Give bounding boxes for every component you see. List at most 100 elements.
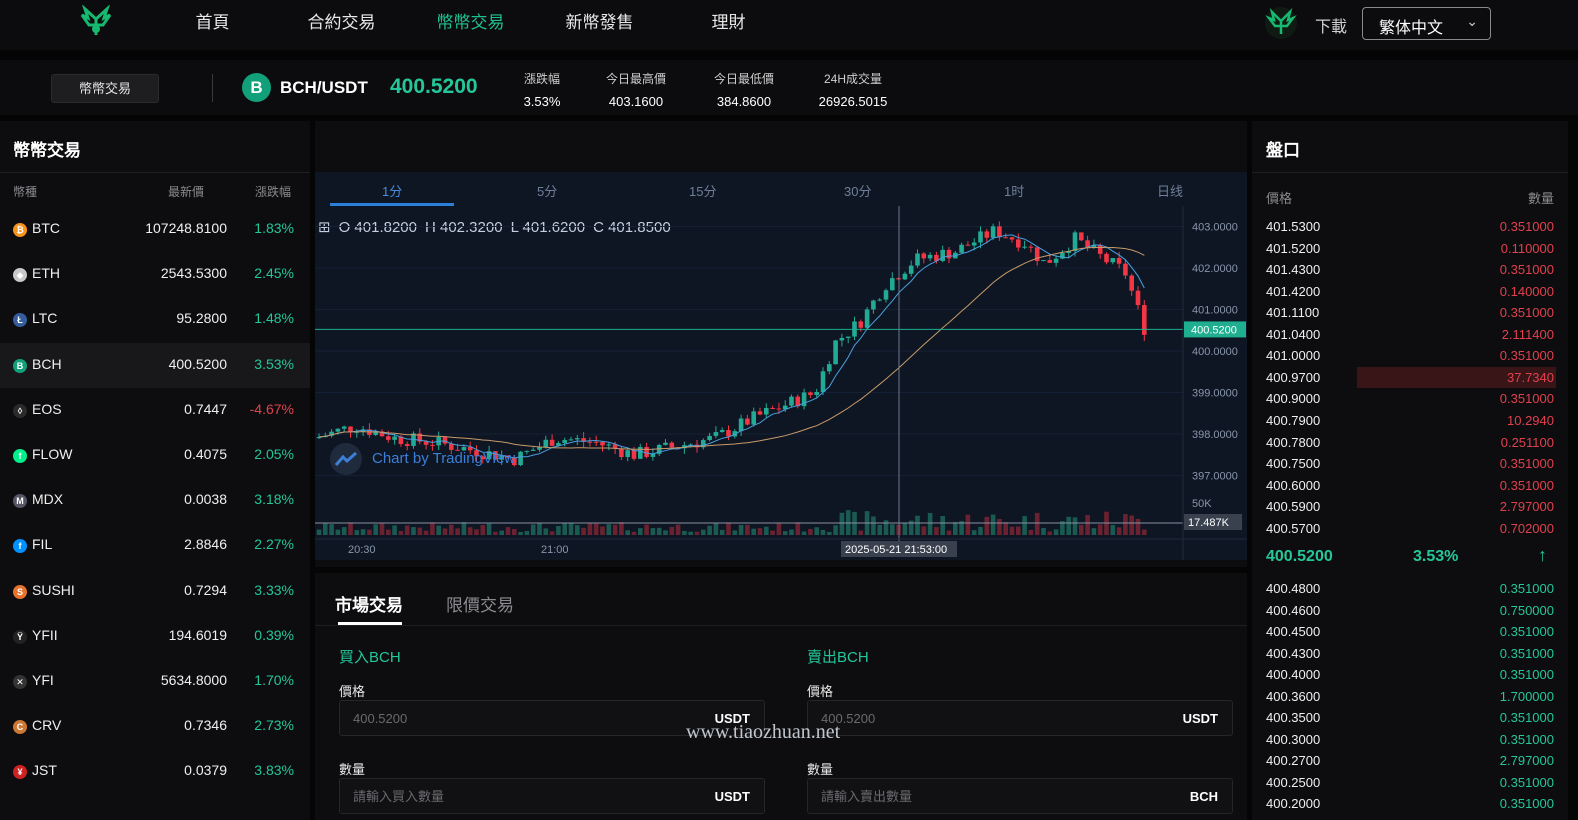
ask-row[interactable]: 400.5900 2.797000 [1252, 496, 1568, 517]
interval-1d[interactable]: 日线 [1157, 184, 1184, 199]
bid-row[interactable]: 400.3600 1.700000 [1252, 686, 1568, 707]
ask-row[interactable]: 400.9000 0.351000 [1252, 388, 1568, 409]
ask-row[interactable]: 401.0000 0.351000 [1252, 345, 1568, 366]
ask-row[interactable]: 401.4300 0.351000 [1252, 259, 1568, 280]
volume-bar [1110, 525, 1116, 535]
download-app-icon[interactable] [1264, 6, 1298, 40]
y-tick-label: 401.0000 [1192, 305, 1238, 317]
interval-15m[interactable]: 15分 [689, 184, 717, 199]
sell-price-input[interactable] [808, 701, 1148, 735]
ask-row[interactable]: 400.7900 10.2940 [1252, 410, 1568, 431]
coin-row-fil[interactable]: f FIL 2.8846 2.27% [0, 523, 310, 568]
candle-body [1135, 290, 1141, 306]
volume-bar [417, 527, 423, 535]
tradingview-watermark[interactable]: Chart by TradingView [372, 450, 516, 467]
interval-30m[interactable]: 30分 [844, 184, 872, 199]
coin-row-eos[interactable]: ◊ EOS 0.7447 -4.67% [0, 388, 310, 433]
bid-row[interactable]: 400.3500 0.351000 [1252, 707, 1568, 728]
coin-row-yfi[interactable]: ✕ YFI 5634.8000 1.70% [0, 659, 310, 704]
buy-qty-field[interactable]: USDT [339, 778, 765, 814]
nav-launchpad[interactable]: 新幣發售 [565, 13, 634, 32]
tab-market-order[interactable]: 市場交易 [335, 596, 403, 615]
bid-row[interactable]: 400.4600 0.750000 [1252, 600, 1568, 621]
coin-row-bch[interactable]: B BCH 400.5200 3.53% [0, 342, 310, 388]
coin-row-eth[interactable]: ◆ ETH 2543.5300 2.45% [0, 252, 310, 297]
volume-bar [436, 525, 441, 535]
coin-row-flow[interactable]: f FLOW 0.4075 2.05% [0, 433, 310, 478]
candle-body [373, 431, 378, 435]
interval-5m[interactable]: 5分 [537, 184, 558, 199]
download-link[interactable]: 下載 [1315, 19, 1348, 36]
nav-finance[interactable]: 理財 [711, 13, 746, 32]
candlestick-chart[interactable]: 403.0000 402.0000 401.0000 400.0000 399.0000… [315, 206, 1247, 560]
candle-body [1066, 251, 1071, 253]
coin-name: JST [32, 762, 57, 779]
buy-price-input[interactable] [340, 701, 680, 735]
candle-body [908, 265, 914, 274]
bid-row[interactable]: 400.2500 0.351000 [1252, 772, 1568, 793]
language-select[interactable]: 繁体中文 ⌄ [1362, 7, 1491, 40]
volume-bar [644, 524, 649, 535]
coin-price: 2543.5300 [160, 265, 227, 282]
sell-qty-input[interactable] [808, 779, 1148, 813]
ask-row[interactable]: 401.1100 0.351000 [1252, 302, 1568, 323]
nav-futures[interactable]: 合約交易 [307, 13, 376, 32]
volume-bar [776, 522, 782, 535]
sell-price-field[interactable]: USDT [807, 700, 1233, 736]
volume-bar [1097, 524, 1103, 535]
coin-row-yfii[interactable]: Ÿ YFII 194.6019 0.39% [0, 614, 310, 659]
coin-row-crv[interactable]: C CRV 0.7346 2.73% [0, 704, 310, 749]
bid-qty: 0.351000 [1499, 624, 1554, 639]
ask-price: 400.7800 [1266, 434, 1321, 450]
last-price: 400.5200 [390, 75, 478, 98]
bid-row[interactable]: 400.2000 0.351000 [1252, 793, 1568, 814]
volume-bar [978, 526, 983, 535]
ask-price: 401.4200 [1266, 283, 1321, 299]
ask-row[interactable]: 400.6000 0.351000 [1252, 475, 1568, 496]
bid-row[interactable]: 400.4300 0.351000 [1252, 643, 1568, 664]
tradingview-logo-icon[interactable] [330, 443, 362, 475]
buy-qty-input[interactable] [340, 779, 680, 813]
volume-bar [392, 525, 397, 535]
expand-icon[interactable]: ⊞ [318, 219, 331, 236]
ask-row[interactable]: 400.7500 0.351000 [1252, 453, 1568, 474]
volume-bar [1028, 529, 1034, 535]
ask-row[interactable]: 401.5300 0.351000 [1252, 216, 1568, 237]
bid-row[interactable]: 400.4500 0.351000 [1252, 621, 1568, 642]
coin-row-mdx[interactable]: M MDX 0.0038 3.18% [0, 478, 310, 523]
coin-name: FIL [32, 536, 53, 553]
sell-qty-label: 數量 [807, 762, 834, 777]
y-tick-label: 398.0000 [1192, 429, 1238, 441]
candle-body [543, 439, 549, 447]
bid-row[interactable]: 400.4000 0.351000 [1252, 664, 1568, 685]
ask-row[interactable]: 401.0400 2.111400 [1252, 324, 1568, 345]
market-tag-button[interactable]: 幣幣交易 [51, 74, 159, 103]
coin-row-jst[interactable]: ¥ JST 0.0379 3.83% [0, 749, 310, 794]
volume-bar [1047, 531, 1053, 535]
ask-row[interactable]: 401.5200 0.110000 [1252, 238, 1568, 259]
bid-row[interactable]: 400.2700 2.797000 [1252, 750, 1568, 771]
candle-body [581, 438, 586, 442]
coin-row-sushi[interactable]: S SUSHI 0.7294 3.33% [0, 569, 310, 614]
coin-row-btc[interactable]: ₿ BTC 107248.8100 1.83% [0, 207, 310, 252]
candle-body [1022, 246, 1027, 248]
ask-row[interactable]: 401.4200 0.140000 [1252, 281, 1568, 302]
volume-bar [1009, 526, 1015, 535]
brand-logo[interactable] [79, 5, 113, 39]
tab-limit-order[interactable]: 限價交易 [446, 596, 514, 615]
ask-row[interactable]: 400.9700 37.7340 [1252, 366, 1568, 388]
bid-row[interactable]: 400.4800 0.351000 [1252, 578, 1568, 599]
buy-price-field[interactable]: USDT [339, 700, 765, 736]
interval-1m[interactable]: 1分 [382, 184, 403, 199]
volume-bar [927, 512, 933, 535]
sell-qty-field[interactable]: BCH [807, 778, 1233, 814]
bid-row[interactable]: 400.3000 0.351000 [1252, 729, 1568, 750]
interval-1h[interactable]: 1时 [1004, 184, 1025, 199]
nav-spot[interactable]: 幣幣交易 [436, 13, 505, 32]
coin-row-ltc[interactable]: Ł LTC 95.2800 1.48% [0, 297, 310, 342]
chart-area[interactable] [315, 172, 1247, 560]
nav-home[interactable]: 首頁 [195, 13, 230, 32]
ask-row[interactable]: 400.5700 0.702000 [1252, 518, 1568, 539]
bid-qty: 0.351000 [1499, 581, 1554, 596]
ask-row[interactable]: 400.7800 0.251100 [1252, 432, 1568, 453]
